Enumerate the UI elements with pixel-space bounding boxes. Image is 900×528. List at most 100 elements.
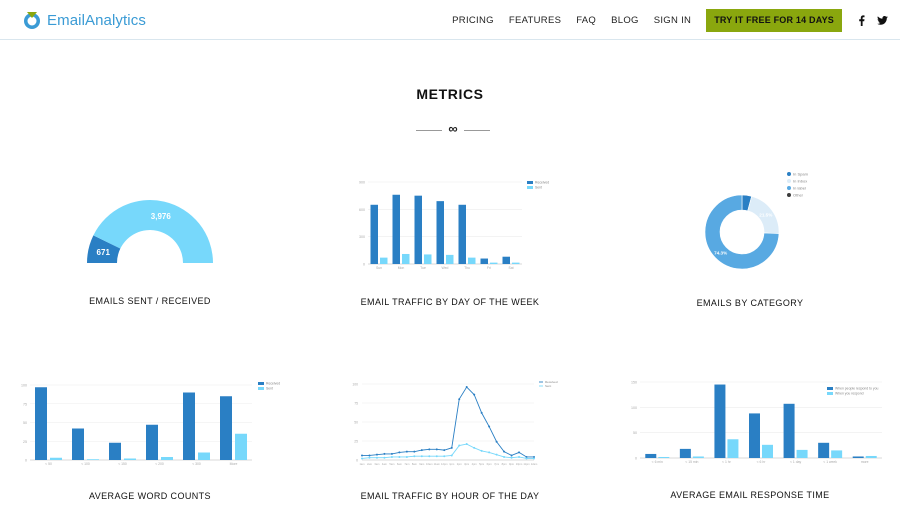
point-received — [435, 448, 438, 451]
bar-when-people-respond-to-you — [818, 442, 830, 458]
point-sent — [443, 455, 446, 458]
twitter-icon[interactable] — [877, 15, 888, 25]
card-label: EMAILS SENT / RECEIVED — [89, 296, 211, 306]
point-sent — [510, 456, 513, 459]
legend-label: Received — [545, 380, 558, 384]
legend-label: Sent — [266, 387, 273, 391]
x-tick-label: < 1 week — [823, 460, 837, 464]
bar-received — [35, 387, 47, 460]
point-received — [443, 449, 446, 452]
card-label: EMAIL TRAFFIC BY DAY OF THE WEEK — [360, 297, 540, 307]
bar-received — [183, 392, 195, 460]
point-received — [420, 449, 423, 452]
point-sent — [375, 456, 378, 459]
x-tick-label: Tue — [420, 266, 426, 270]
point-sent — [480, 449, 483, 452]
x-tick-label: Wed — [442, 266, 449, 270]
bar-sent — [161, 457, 173, 460]
infinity-icon: ∞ — [448, 121, 458, 136]
legend-label: Sent — [545, 384, 551, 388]
card-label: AVERAGE EMAIL RESPONSE TIME — [670, 490, 830, 500]
y-tick-label: 50 — [354, 421, 358, 425]
x-tick-label: 10pm — [516, 462, 523, 466]
bar-sent — [490, 262, 498, 264]
data-label-sent: 671 — [97, 248, 111, 257]
point-received — [405, 450, 408, 453]
y-tick-label: 75 — [23, 402, 27, 406]
brand-name: EmailAnalytics — [47, 11, 146, 29]
x-tick-label: < 150 — [118, 462, 127, 466]
point-received — [383, 452, 386, 455]
point-sent — [383, 456, 386, 459]
x-tick-label: more — [861, 460, 869, 464]
point-received — [533, 455, 535, 458]
bar-received — [146, 424, 158, 460]
bar-sent — [512, 262, 520, 264]
bar-when-you-respond — [692, 456, 704, 458]
bar-when-people-respond-to-you — [714, 384, 726, 458]
legend-swatch — [258, 382, 264, 385]
top-header: EmailAnalytics PRICING FEATURES FAQ BLOG… — [0, 0, 900, 40]
nav-faq[interactable]: FAQ — [576, 14, 597, 26]
y-tick-label: 900 — [359, 181, 365, 185]
gauge-segment-sent — [87, 235, 121, 263]
legend-label: When you respond — [835, 392, 864, 396]
point-sent — [518, 455, 521, 458]
bar-when-you-respond — [762, 444, 773, 458]
y-tick-label: 25 — [354, 440, 358, 444]
card-label: AVERAGE WORD COUNTS — [89, 491, 211, 501]
nav-pricing[interactable]: PRICING — [452, 14, 494, 26]
bar-when-you-respond — [831, 450, 843, 458]
bar-when-people-respond-to-you — [749, 413, 760, 458]
point-received — [480, 411, 483, 414]
x-tick-label: Sun — [376, 266, 382, 270]
bar-when-you-respond — [796, 449, 808, 458]
x-tick-label: < 100 — [81, 462, 90, 466]
x-tick-label: Thu — [464, 266, 470, 270]
x-tick-label: 10am — [426, 462, 433, 466]
bar-received — [220, 396, 232, 460]
legend-label: Other — [793, 192, 804, 197]
point-sent — [495, 453, 498, 456]
slice-label: 21.5% — [759, 213, 772, 218]
point-sent — [458, 444, 461, 447]
facebook-icon[interactable] — [858, 14, 865, 26]
card-label: EMAIL TRAFFIC BY HOUR OF THE DAY — [360, 491, 540, 501]
nav-features[interactable]: FEATURES — [508, 14, 562, 26]
point-sent — [533, 457, 535, 460]
bar-sent — [468, 257, 476, 264]
chart-emails-by-category: 21.5% 74.3% In Spam In Inbox In label Other — [704, 171, 809, 270]
bar-when-you-respond — [865, 455, 877, 458]
bar-received — [370, 204, 378, 264]
x-tick-label: 1am — [359, 462, 364, 466]
bar-when-you-respond — [658, 456, 670, 458]
section-divider: ∞ — [416, 121, 491, 136]
point-sent — [473, 446, 476, 449]
chart-emails-sent-received: 671 3,976 — [87, 200, 213, 263]
chart-average-word-counts: 0 25 50 75 100 < 50 < 100 < 150 < 200 < 300 More Re… — [21, 382, 280, 466]
x-tick-label: 5pm — [479, 462, 484, 466]
x-tick-label: < 6 hr — [757, 460, 767, 464]
card-label: EMAILS BY CATEGORY — [696, 298, 804, 308]
point-sent — [450, 454, 453, 457]
x-tick-label: 12am — [531, 462, 538, 466]
y-tick-label: 150 — [631, 381, 637, 385]
bar-sent — [424, 254, 432, 264]
chart-traffic-by-day: 0 300 600 900 Sun Mon Tue Wed Thu Fri Sat ReceivedS… — [359, 181, 549, 271]
legend-swatch — [527, 186, 533, 189]
bar-received — [414, 195, 422, 264]
bar-received — [72, 428, 84, 460]
bar-received — [480, 258, 488, 264]
free-trial-button[interactable]: TRY IT FREE FOR 14 DAYS — [706, 8, 842, 32]
point-sent — [420, 455, 423, 458]
x-tick-label: 7am — [404, 462, 409, 466]
x-tick-label: 4am — [382, 462, 387, 466]
x-tick-label: 2pm — [457, 462, 462, 466]
bar-received — [109, 442, 121, 460]
nav-sign-in[interactable]: SIGN IN — [653, 14, 692, 26]
legend-swatch — [527, 181, 533, 184]
brand-logo[interactable]: EmailAnalytics — [22, 8, 146, 32]
nav-blog[interactable]: BLOG — [611, 14, 639, 26]
bar-sent — [380, 257, 388, 264]
bar-received — [392, 194, 400, 264]
